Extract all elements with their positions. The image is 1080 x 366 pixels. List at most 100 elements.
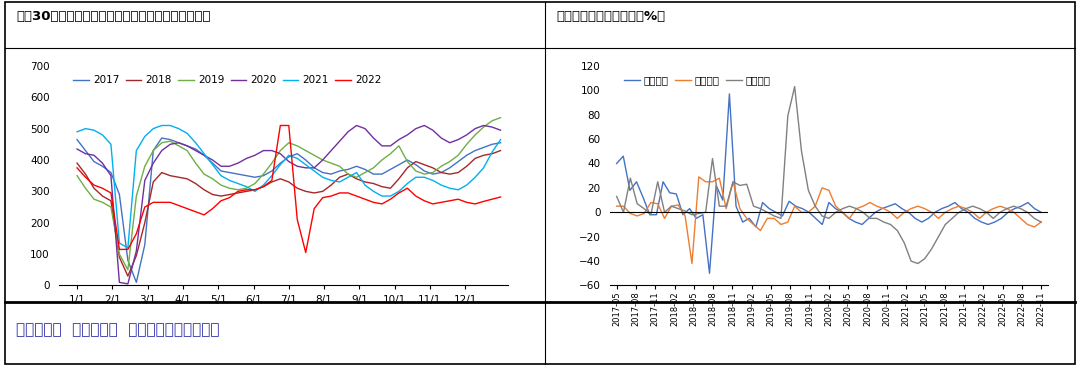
2021: [486, 150, 499, 154]
2019: [121, 268, 134, 272]
2020: [350, 123, 363, 128]
2021: [70, 130, 83, 134]
2017: [486, 142, 499, 146]
冷柜同比: [829, 210, 842, 214]
Line: 2022: 2022: [77, 126, 500, 253]
2022: [486, 197, 499, 201]
Line: 2019: 2019: [77, 117, 500, 270]
2017: [156, 136, 168, 140]
冷柜同比: [815, 214, 828, 218]
2017: [367, 172, 380, 176]
空调同比: [1035, 210, 1048, 214]
Line: 冷柜同比: 冷柜同比: [617, 87, 1041, 264]
2021: [224, 178, 237, 183]
Legend: 2017, 2018, 2019, 2020, 2021, 2022: 2017, 2018, 2019, 2020, 2021, 2022: [69, 71, 386, 89]
冰箱同比: [918, 206, 931, 211]
冷柜同比: [610, 194, 623, 199]
2019: [70, 173, 83, 178]
2022: [206, 206, 219, 211]
2022: [198, 213, 211, 217]
2019: [206, 177, 219, 181]
2019: [359, 170, 372, 175]
冷柜同比: [1028, 216, 1041, 221]
2022: [299, 250, 312, 255]
2020: [121, 282, 134, 286]
2017: [180, 144, 193, 148]
冰箱同比: [610, 204, 623, 208]
2020: [486, 125, 499, 129]
冰箱同比: [1028, 225, 1041, 229]
冷柜同比: [912, 261, 924, 266]
Text: 数据来源：  国家统计局  广发期货发展研究中心: 数据来源： 国家统计局 广发期货发展研究中心: [16, 322, 219, 337]
冷柜同比: [788, 85, 801, 89]
2019: [215, 183, 228, 187]
2021: [215, 173, 228, 178]
空调同比: [716, 198, 729, 202]
空调同比: [802, 210, 815, 214]
冰箱同比: [740, 216, 753, 221]
空调同比: [842, 216, 855, 221]
2017: [130, 280, 143, 284]
2018: [494, 148, 507, 153]
2018: [70, 161, 83, 165]
2018: [172, 175, 185, 179]
2018: [384, 186, 397, 190]
2021: [121, 246, 134, 250]
2017: [70, 137, 83, 142]
2020: [215, 164, 228, 168]
2017: [224, 170, 237, 175]
冰箱同比: [692, 175, 705, 179]
Line: 2020: 2020: [77, 126, 500, 284]
2020: [172, 141, 185, 145]
2018: [215, 194, 228, 198]
Line: 冰箱同比: 冰箱同比: [617, 177, 1041, 264]
2017: [494, 141, 507, 145]
2019: [486, 119, 499, 123]
2022: [274, 123, 287, 128]
2021: [367, 189, 380, 194]
2021: [392, 189, 405, 194]
2018: [486, 152, 499, 156]
2021: [494, 137, 507, 142]
2018: [121, 274, 134, 278]
空调同比: [610, 161, 623, 166]
Legend: 空调同比, 冰箱同比, 冷柜同比: 空调同比, 冰箱同比, 冷柜同比: [620, 71, 775, 89]
Line: 空调同比: 空调同比: [617, 94, 1041, 273]
2020: [206, 158, 219, 162]
冰箱同比: [754, 228, 767, 233]
冷柜同比: [918, 257, 931, 261]
2019: [172, 144, 185, 148]
2022: [70, 166, 83, 170]
Text: 图：30大中城市商品房成交面积（单位：万平方米）: 图：30大中城市商品房成交面积（单位：万平方米）: [16, 10, 211, 23]
Line: 2021: 2021: [77, 126, 500, 248]
冷柜同比: [740, 182, 753, 186]
2022: [367, 200, 380, 205]
Line: 2017: 2017: [77, 138, 500, 282]
2021: [180, 131, 193, 135]
2021: [156, 123, 168, 128]
2018: [359, 180, 372, 184]
冷柜同比: [727, 180, 740, 184]
Text: 图：中国家电产量同比（%）: 图：中国家电产量同比（%）: [556, 10, 665, 23]
冰箱同比: [822, 188, 835, 193]
2022: [164, 200, 177, 205]
空调同比: [988, 220, 1001, 224]
空调同比: [1022, 200, 1035, 205]
2020: [70, 147, 83, 151]
2020: [494, 128, 507, 132]
空调同比: [703, 271, 716, 276]
2019: [494, 115, 507, 120]
2022: [494, 195, 507, 199]
空调同比: [723, 92, 735, 96]
冰箱同比: [686, 261, 699, 266]
2020: [367, 136, 380, 140]
2020: [392, 137, 405, 142]
2017: [392, 163, 405, 167]
2017: [215, 169, 228, 173]
2019: [384, 152, 397, 156]
冰箱同比: [1035, 220, 1048, 224]
冷柜同比: [1035, 220, 1048, 224]
空调同比: [750, 225, 762, 229]
2022: [392, 191, 405, 195]
冰箱同比: [836, 210, 849, 214]
